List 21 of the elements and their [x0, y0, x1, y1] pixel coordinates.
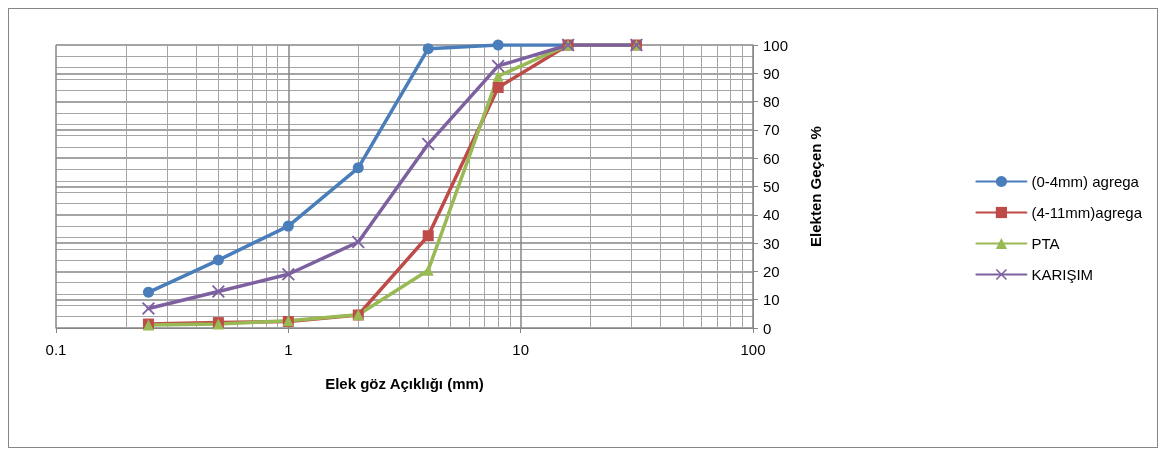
x-tick-label: 1	[284, 341, 293, 358]
y-tick-label: 20	[763, 262, 780, 280]
y-tick-label: 80	[763, 93, 780, 111]
y-axis-title: Elekten Geçen %	[807, 126, 824, 247]
y-tick-label: 30	[763, 234, 780, 252]
y-tick-label: 100	[763, 36, 789, 54]
x-tick-label: 0.1	[45, 341, 67, 358]
x-axis-title: Elek göz Açıklığı (mm)	[325, 375, 484, 392]
x-tick-label: 10	[512, 341, 530, 358]
y-tick-label: 70	[763, 121, 780, 139]
y-tick-label: 0	[763, 319, 772, 337]
legend-label: PTA	[1031, 235, 1060, 252]
y-tick-label: 40	[763, 206, 780, 224]
y-tick-label: 10	[763, 291, 780, 309]
x-tick-label: 100	[740, 341, 766, 358]
legend-label: KARIŞIM	[1031, 266, 1094, 283]
y-tick-label: 60	[763, 149, 780, 167]
y-tick-label: 50	[763, 178, 780, 195]
legend-label: (4-11mm)agrega	[1031, 204, 1143, 221]
legend-label: (0-4mm) agrega	[1031, 173, 1140, 190]
y-tick-label: 90	[763, 64, 780, 82]
